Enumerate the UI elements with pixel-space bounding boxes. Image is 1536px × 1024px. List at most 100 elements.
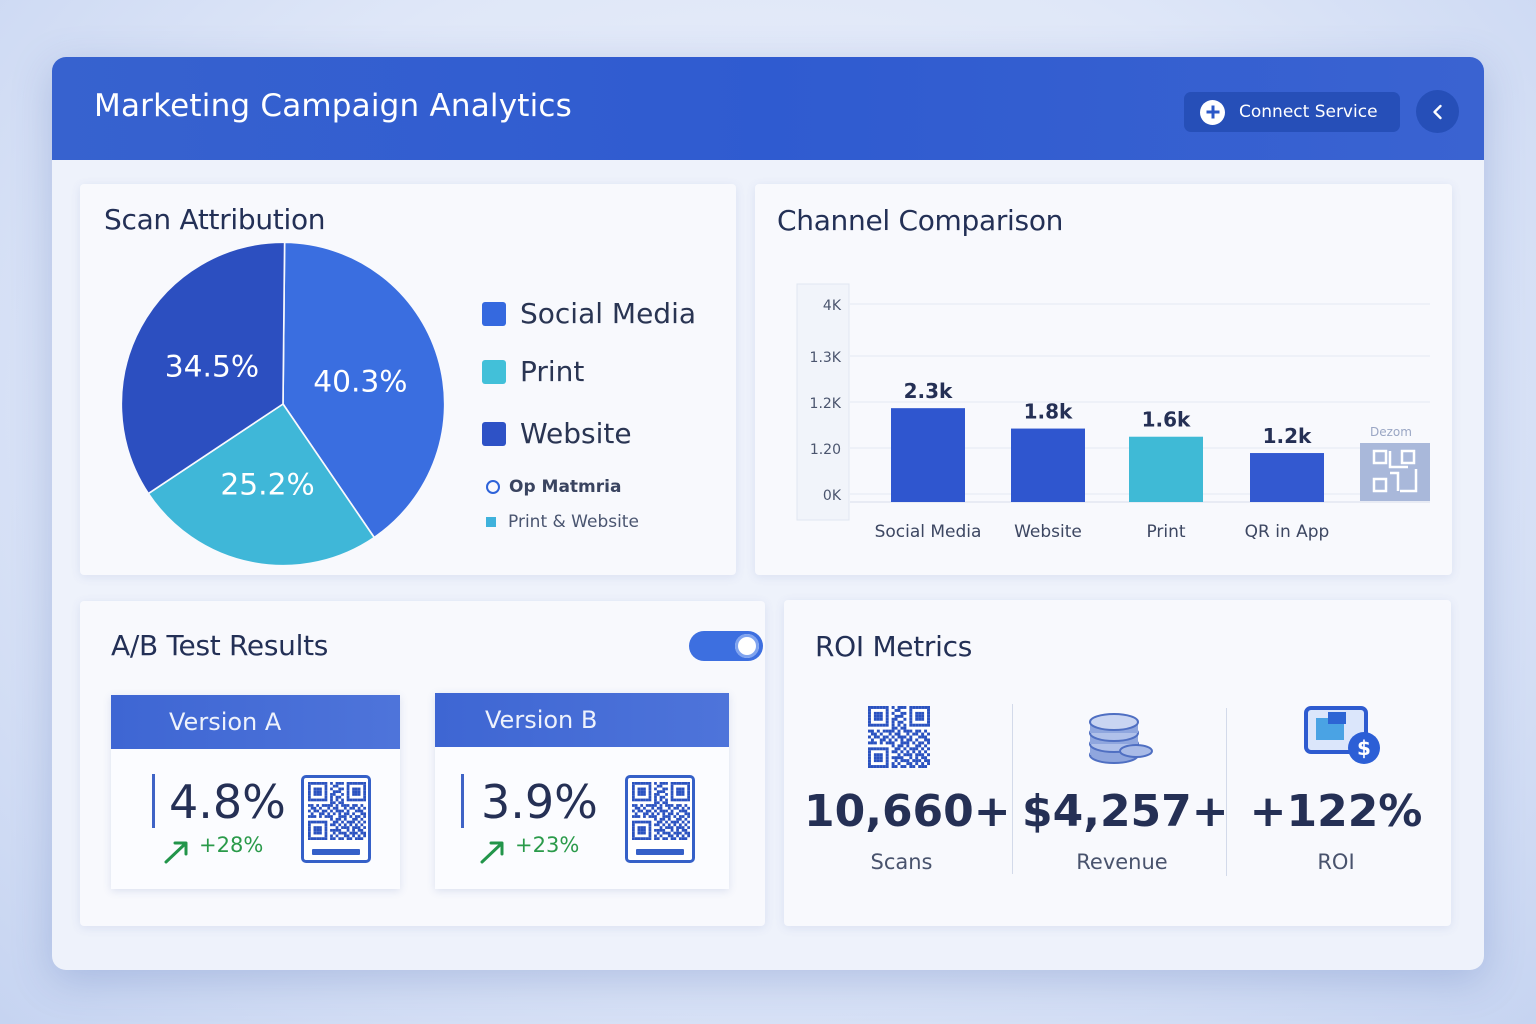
- x-tick-label: QR in App: [1245, 522, 1330, 542]
- pie-slice: [282, 241, 446, 539]
- qr-module: [310, 798, 314, 802]
- qr-module: [897, 706, 901, 709]
- qr-module: [927, 741, 930, 745]
- qr-module: [687, 831, 690, 835]
- channel-comparison-card: Channel Comparison 4K 1.3K 1.2K 1.20 0K 2.3k S…: [755, 184, 1452, 575]
- qr-module: [909, 720, 913, 724]
- qr-module: [341, 826, 344, 829]
- qr-module: [324, 828, 328, 832]
- qr-module: [879, 738, 883, 742]
- qr-grid-icon: [1360, 443, 1430, 501]
- qr-module: [352, 806, 355, 810]
- qr-module: [891, 711, 895, 715]
- qr-module: [349, 823, 353, 827]
- qr-module: [319, 820, 322, 824]
- qr-module: [903, 717, 907, 721]
- qr-module: [357, 806, 361, 810]
- back-button[interactable]: [1416, 90, 1459, 133]
- qr-module: [654, 787, 657, 791]
- qr-module: [648, 804, 652, 807]
- bar: [1011, 428, 1085, 502]
- qr-module: [308, 826, 311, 829]
- qr-module: [349, 831, 353, 835]
- qr-module: [308, 815, 311, 818]
- qr-module: [870, 732, 874, 736]
- qr-module: [632, 815, 635, 818]
- qr-module: [662, 801, 666, 805]
- qr-module: [637, 815, 641, 818]
- qr-module: [897, 720, 901, 724]
- legend-label: Print & Website: [508, 512, 639, 532]
- qr-module: [354, 782, 358, 785]
- qr-module: [659, 817, 663, 821]
- qr-module: [891, 735, 895, 739]
- qr-module: [879, 706, 883, 709]
- qr-module: [891, 706, 895, 709]
- qr-module: [656, 806, 660, 810]
- qr-module: [894, 726, 898, 730]
- qr-module: [321, 809, 325, 813]
- qr-module: [640, 804, 644, 807]
- qr-module: [868, 750, 871, 754]
- y-axis-panel: [796, 283, 850, 521]
- qr-module: [900, 756, 904, 760]
- qr-module: [640, 809, 644, 813]
- qr-module: [684, 782, 688, 785]
- qr-module: [330, 828, 333, 832]
- version-a-card[interactable]: Version A 4.8% +28%: [111, 695, 400, 889]
- scan-attribution-pie-chart: 40.3% 25.2% 34.5%: [120, 241, 446, 567]
- qr-module: [346, 795, 350, 799]
- qr-module: [330, 795, 333, 799]
- qr-module: [678, 787, 682, 791]
- qr-module: [676, 820, 679, 824]
- qr-module: [324, 837, 328, 840]
- qr-module: [909, 717, 913, 721]
- qr-module: [868, 723, 871, 727]
- qr-module: [665, 820, 668, 824]
- qr-module: [927, 708, 930, 712]
- qr-module: [352, 798, 355, 802]
- qr-module: [927, 720, 930, 724]
- qr-module: [338, 815, 342, 818]
- qr-code-icon: [308, 782, 366, 840]
- qr-module: [316, 804, 320, 807]
- qr-module: [321, 782, 325, 785]
- qr-module: [676, 812, 679, 816]
- toggle-knob: [735, 634, 759, 658]
- qr-module: [360, 782, 364, 785]
- qr-module: [670, 793, 674, 796]
- qr-module: [357, 828, 361, 832]
- legend-label: Op Matmria: [509, 477, 622, 497]
- qr-module: [687, 784, 690, 788]
- qr-module: [662, 809, 666, 813]
- qr-module: [885, 735, 889, 739]
- qr-module: [876, 765, 880, 768]
- pie-slice-label: 40.3%: [313, 365, 407, 400]
- qr-module: [632, 790, 635, 794]
- qr-module: [924, 750, 928, 754]
- qr-module: [876, 714, 880, 718]
- qr-module: [915, 723, 919, 727]
- qr-module: [921, 706, 925, 709]
- bar-value-label: 1.2k: [1263, 424, 1312, 448]
- qr-module: [665, 804, 668, 807]
- qr-module: [885, 711, 889, 715]
- qr-module: [341, 837, 344, 840]
- ab-test-toggle[interactable]: [689, 631, 763, 661]
- qr-module: [332, 820, 336, 824]
- qr-module: [876, 747, 880, 751]
- connect-service-button[interactable]: Connect Service: [1184, 92, 1400, 132]
- qr-module: [897, 714, 901, 718]
- qr-module: [665, 798, 668, 802]
- qr-module: [888, 741, 892, 745]
- qr-module: [903, 759, 907, 763]
- qr-module: [897, 735, 901, 739]
- qr-module: [330, 837, 333, 840]
- qr-module: [667, 826, 671, 829]
- qr-module: [654, 782, 657, 785]
- version-b-header: Version B: [435, 693, 729, 747]
- version-b-card[interactable]: Version B 3.9% +23%: [435, 693, 729, 889]
- version-b-qr-code: [625, 775, 695, 863]
- version-a-accent-bar: [152, 774, 155, 828]
- qr-module: [656, 837, 660, 840]
